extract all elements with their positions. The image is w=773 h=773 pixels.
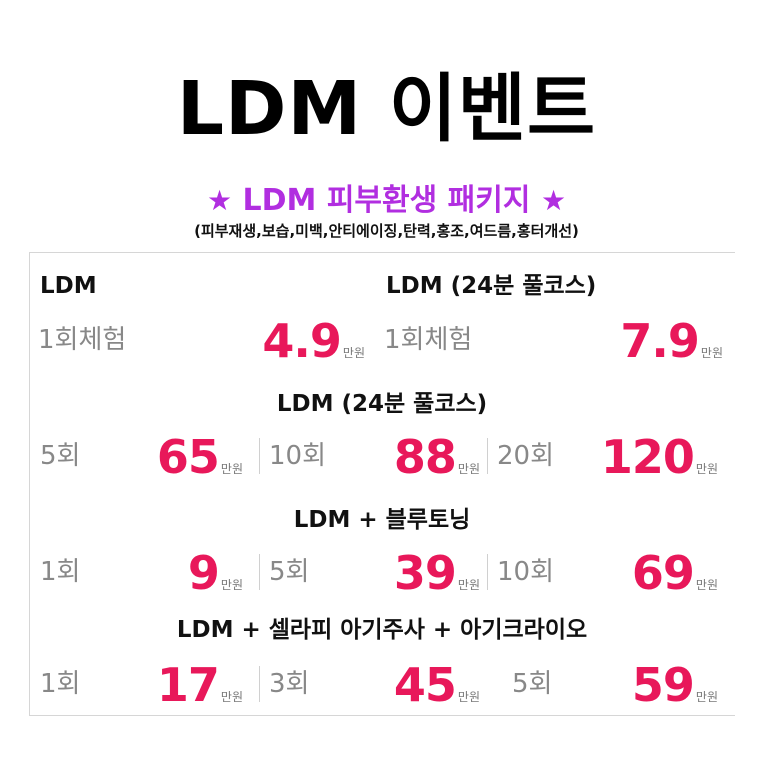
price: 45 만원 xyxy=(394,660,480,722)
price-unit: 만원 xyxy=(457,690,480,704)
price: 7.9 만원 xyxy=(620,316,723,378)
option-label: 1회 xyxy=(40,557,81,587)
benefit-tags: (피부재생,보습,미백,안티에이징,탄력,홍조,여드름,홍터개선) xyxy=(194,222,579,240)
price-unit: 만원 xyxy=(700,346,723,360)
price: 39 만원 xyxy=(394,548,480,610)
price: 17 만원 xyxy=(157,660,243,722)
price-value: 7.9 xyxy=(620,314,699,368)
section-header-ldm-full-course: LDM (24분 풀코스) xyxy=(276,391,488,417)
price: 88 만원 xyxy=(394,432,480,494)
price-unit: 만원 xyxy=(220,578,243,592)
divider xyxy=(487,438,488,474)
price-unit: 만원 xyxy=(695,690,718,704)
price-unit: 만원 xyxy=(695,462,718,476)
price-value: 39 xyxy=(393,546,457,600)
price-unit: 만원 xyxy=(342,346,365,360)
section-header-ldm: LDM xyxy=(40,273,97,299)
divider xyxy=(259,554,260,590)
price: 65 만원 xyxy=(157,432,243,494)
price-unit: 만원 xyxy=(695,578,718,592)
price-value: 17 xyxy=(156,658,220,712)
price: 4.9 만원 xyxy=(262,316,365,378)
star-icon: ★ xyxy=(206,184,233,217)
price-unit: 만원 xyxy=(220,690,243,704)
price-value: 4.9 xyxy=(262,314,341,368)
section-header-ldm-full: LDM (24분 풀코스) xyxy=(386,273,597,299)
divider xyxy=(487,554,488,590)
page-title: LDM 이벤트 xyxy=(176,66,597,152)
divider xyxy=(259,438,260,474)
package-name: LDM 피부환생 패키지 xyxy=(242,183,531,218)
option-label: 10회 xyxy=(269,441,327,471)
price-value: 69 xyxy=(631,546,695,600)
price-unit: 만원 xyxy=(457,462,480,476)
option-label: 20회 xyxy=(497,441,555,471)
option-label: 5회 xyxy=(269,557,310,587)
price-value: 45 xyxy=(393,658,457,712)
option-label: 1회체험 xyxy=(384,325,473,355)
package-title: ★ LDM 피부환생 패키지 ★ xyxy=(0,181,773,221)
price: 69 만원 xyxy=(632,548,718,610)
price-value: 88 xyxy=(393,430,457,484)
price: 9 만원 xyxy=(188,548,243,610)
price: 120 만원 xyxy=(601,432,718,494)
price: 59 만원 xyxy=(632,660,718,722)
star-icon: ★ xyxy=(540,184,567,217)
price-value: 65 xyxy=(156,430,220,484)
option-label: 5회 xyxy=(40,441,81,471)
price-unit: 만원 xyxy=(457,578,480,592)
option-label: 1회체험 xyxy=(38,325,127,355)
option-label: 1회 xyxy=(40,669,81,699)
section-header-ldm-blue-toning: LDM + 블루토닝 xyxy=(293,507,471,533)
divider xyxy=(259,666,260,702)
option-label: 10회 xyxy=(497,557,555,587)
section-header-ldm-cellapy-cryo: LDM + 셀라피 아기주사 + 아기크라이오 xyxy=(176,617,588,643)
option-label: 5회 xyxy=(512,669,553,699)
price-value: 59 xyxy=(631,658,695,712)
price-unit: 만원 xyxy=(220,462,243,476)
price-value: 9 xyxy=(187,546,220,600)
price-value: 120 xyxy=(600,430,695,484)
price-table xyxy=(29,252,735,716)
option-label: 3회 xyxy=(269,669,310,699)
